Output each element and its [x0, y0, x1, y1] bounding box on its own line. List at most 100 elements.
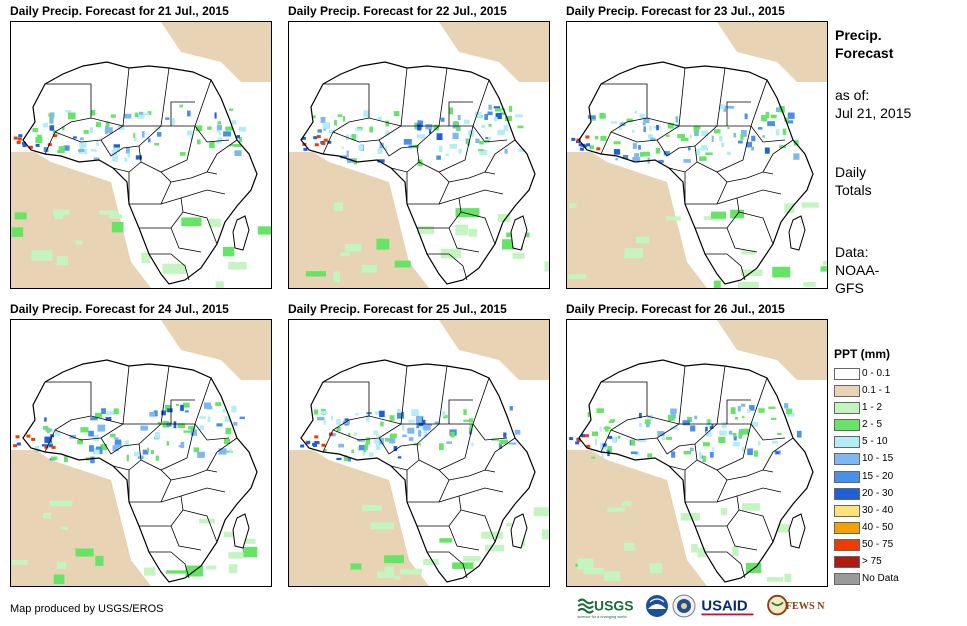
precip-cell	[79, 141, 87, 149]
precip-cell	[317, 417, 325, 421]
precip-cell	[650, 137, 656, 141]
precip-cell	[367, 442, 370, 445]
precip-cell	[670, 426, 678, 430]
precip-cell	[587, 412, 590, 418]
precip-cell	[747, 448, 753, 456]
country-border	[332, 125, 402, 143]
precip-cell	[149, 411, 156, 417]
legend-label: 1 - 2	[862, 402, 883, 414]
precip-cell	[233, 143, 242, 147]
country-border	[149, 551, 190, 579]
precip-cell	[137, 113, 145, 119]
precip-cell	[533, 507, 549, 517]
precip-cell	[741, 428, 749, 435]
precip-cell	[346, 150, 349, 158]
heavy-precip-cell	[303, 147, 308, 151]
country-border	[100, 423, 162, 455]
country-border	[44, 415, 92, 453]
precip-cell	[509, 406, 513, 411]
precip-cell	[402, 424, 405, 431]
precip-cell	[478, 149, 484, 152]
country-border	[750, 125, 786, 143]
precip-cell	[90, 417, 98, 421]
precip-cell	[31, 250, 53, 261]
map-credit: Map produced by USGS/EROS	[10, 603, 164, 615]
precip-cell	[751, 146, 754, 151]
country-border	[726, 101, 751, 126]
precip-cell	[440, 117, 445, 122]
precip-cell	[709, 424, 714, 429]
precip-cell	[54, 213, 64, 220]
svg-text:USAID: USAID	[701, 599, 747, 615]
precip-cell	[399, 568, 422, 575]
heavy-precip-cell	[586, 143, 591, 147]
legend-label: > 75	[862, 556, 882, 568]
precip-cell	[83, 130, 89, 134]
precip-cell	[657, 431, 665, 437]
precip-cell	[721, 142, 725, 148]
heavy-precip-cell	[13, 136, 18, 140]
precip-cell	[225, 427, 232, 435]
precip-cell	[622, 155, 629, 160]
precip-cell	[683, 451, 692, 455]
country-border	[705, 253, 746, 281]
precip-cell	[701, 130, 709, 137]
country-border	[762, 139, 794, 173]
precip-cell	[369, 126, 373, 133]
legend-label: 5 - 10	[862, 436, 888, 448]
precip-map	[288, 21, 550, 289]
precip-cell	[63, 456, 68, 462]
precip-cell	[187, 110, 191, 117]
precip-cell	[429, 128, 432, 134]
precip-cell	[135, 155, 142, 160]
heavy-precip-cell	[313, 443, 317, 447]
precip-cell	[485, 544, 505, 552]
precip-cell	[233, 421, 238, 426]
heavy-precip-cell	[47, 143, 52, 147]
precip-cell	[53, 209, 70, 216]
precip-cell	[357, 438, 365, 442]
precip-cell	[162, 263, 186, 274]
country-border	[716, 189, 782, 205]
precip-cell	[109, 213, 122, 219]
precip-cell	[417, 134, 425, 139]
precip-cell	[734, 417, 738, 420]
precip-cell	[216, 423, 223, 427]
svg-text:science for a changing world: science for a changing world	[577, 614, 626, 619]
precip-cell	[613, 149, 621, 155]
precip-cell	[350, 563, 362, 570]
precip-cell	[157, 421, 160, 424]
precip-cell	[56, 561, 67, 569]
precip-cell	[223, 131, 231, 137]
precip-cell	[440, 248, 462, 259]
svg-text:FEWS NET: FEWS NET	[786, 601, 825, 612]
precip-cell	[690, 425, 696, 432]
precip-cell	[147, 447, 150, 452]
precip-cell	[699, 156, 707, 161]
precip-cell	[797, 430, 802, 438]
logo-strip: USGS science for a changing world USAID …	[575, 594, 825, 622]
precip-cell	[90, 110, 96, 116]
precip-cell	[677, 134, 685, 139]
country-border	[194, 125, 230, 143]
precip-cell	[663, 151, 670, 156]
precip-cell	[336, 427, 341, 432]
precip-cell	[231, 120, 237, 125]
precip-cell	[393, 111, 400, 117]
data-source-line1: Data:	[835, 244, 869, 260]
heavy-precip-cell	[300, 444, 305, 448]
precip-cell	[439, 145, 443, 153]
precip-cell	[588, 115, 596, 119]
precip-cell	[504, 148, 508, 154]
precip-cell	[594, 136, 599, 140]
precip-cell	[695, 130, 699, 133]
precip-cell	[68, 112, 76, 120]
dry-ocean-region	[567, 450, 707, 586]
precip-cell	[134, 451, 141, 457]
legend-swatch	[834, 487, 860, 500]
precip-cell	[385, 437, 393, 442]
heavy-precip-cell	[313, 136, 318, 140]
precip-cell	[433, 124, 440, 131]
precip-cell	[463, 409, 467, 415]
africa-map-svg	[289, 320, 549, 586]
